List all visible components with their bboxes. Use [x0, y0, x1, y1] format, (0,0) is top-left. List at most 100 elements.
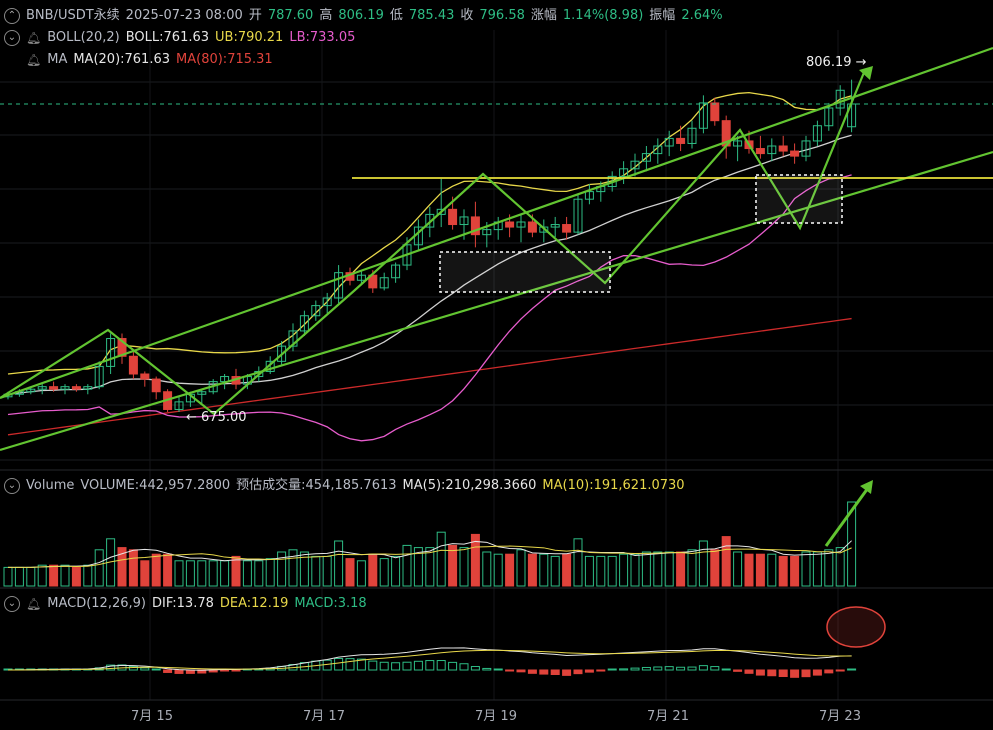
macd-histogram-bar: [413, 660, 423, 671]
volume-bar: [698, 540, 708, 587]
volume-bar: [470, 533, 480, 587]
volume-bar: [436, 531, 446, 587]
consolidation-box: [439, 251, 611, 293]
candle-body: [379, 277, 389, 289]
macd-histogram-bar: [391, 662, 401, 671]
macd-histogram-bar: [778, 669, 788, 678]
macd-histogram-bar: [527, 669, 537, 674]
expand-icon[interactable]: ⌃: [4, 8, 20, 24]
volume-bar: [801, 551, 811, 587]
volume-bar: [220, 560, 230, 587]
volume-ma10: MA(10):191,621.0730: [542, 478, 685, 493]
volume-bar: [185, 560, 195, 587]
candle-body: [630, 160, 640, 170]
candle-body: [698, 102, 708, 129]
lower-trend-line: [0, 150, 993, 452]
volume-bar: [379, 558, 389, 587]
macd-histogram-bar: [653, 666, 663, 671]
macd-histogram-bar: [676, 666, 686, 671]
macd-histogram-bar: [106, 664, 116, 671]
macd-histogram-bar: [516, 669, 526, 673]
volume-bar: [539, 553, 549, 587]
volume-bar: [49, 564, 59, 587]
volume-ma5: MA(5):210,298.3660: [402, 478, 537, 493]
volume-bar: [334, 540, 344, 587]
collapse-icon[interactable]: ⌄: [4, 30, 20, 46]
candle-body: [288, 330, 298, 347]
boll-ub: UB:790.21: [215, 30, 284, 45]
candle-body: [128, 355, 138, 375]
macd-dif: DIF:13.78: [151, 596, 214, 611]
symbol-label: BNB/USDT永续: [26, 8, 120, 23]
volume-bar: [391, 555, 401, 587]
volume-bar: [584, 555, 594, 587]
volume-bar: [14, 566, 24, 587]
candle-body: [710, 102, 720, 122]
candle-body: [482, 229, 492, 236]
volume-bar: [493, 553, 503, 587]
bell-icon[interactable]: 🔔︎: [26, 31, 42, 45]
volume-bar: [117, 547, 127, 587]
volume-bar: [630, 553, 640, 587]
boll-legend: ⌄ 🔔︎ BOLL(20,2) BOLL:761.63 UB:790.21 LB…: [4, 28, 361, 48]
macd-histogram-bar: [641, 666, 651, 671]
volume-bar: [26, 566, 36, 587]
collapse-icon[interactable]: ⌄: [4, 596, 20, 612]
macd-dea: DEA:12.19: [219, 596, 289, 611]
macd-histogram-bar: [596, 669, 606, 672]
boll-ub-line: [7, 91, 852, 375]
volume-bar: [790, 555, 800, 587]
collapse-icon[interactable]: ⌄: [4, 478, 20, 494]
candle-body: [653, 145, 663, 155]
volume-bar: [37, 564, 47, 587]
candle-body: [470, 216, 480, 236]
macd-histogram-bar: [356, 658, 366, 671]
volume-legend: ⌄ Volume VOLUME:442,957.2800 预估成交量:454,1…: [4, 476, 691, 496]
volume-value: VOLUME:442,957.2800: [80, 478, 231, 493]
volume-bar: [812, 551, 822, 587]
up-arrow-icon: [860, 480, 873, 494]
volume-bar: [459, 547, 469, 587]
volume-estimate: 预估成交量:454,185.7613: [236, 478, 397, 493]
candle-body: [527, 221, 537, 233]
volume-bar: [824, 549, 834, 587]
macd-histogram-bar: [220, 669, 230, 672]
open-label: 开: [248, 8, 262, 23]
close-value: 796.58: [479, 8, 525, 23]
candle-body: [641, 153, 651, 162]
bell-icon[interactable]: 🔔︎: [26, 53, 42, 67]
candle-body: [71, 386, 81, 390]
macd-histogram-bar: [824, 669, 834, 674]
macd-histogram-bar: [448, 661, 458, 671]
volume-bar: [721, 536, 731, 587]
volume-arrow-line: [824, 487, 870, 547]
open-value: 787.60: [267, 8, 314, 23]
volume-label: Volume: [26, 478, 75, 493]
macd-histogram-bar: [710, 666, 720, 671]
ma20-value: MA(20):761.63: [73, 52, 171, 67]
macd-histogram-bar: [550, 669, 560, 675]
bell-icon[interactable]: 🔔︎: [26, 597, 42, 611]
macd-histogram-bar: [801, 669, 811, 678]
volume-bar: [128, 549, 138, 587]
macd-histogram-bar: [151, 668, 161, 671]
volume-bar: [664, 551, 674, 587]
ma80-value: MA(80):715.31: [176, 52, 273, 67]
volume-bar: [231, 555, 241, 587]
macd-histogram-bar: [163, 669, 173, 673]
volume-bar: [425, 547, 435, 587]
macd-histogram-bar: [812, 669, 822, 676]
macd-histogram-bar: [698, 665, 708, 671]
volume-bar: [733, 551, 743, 587]
volume-bar: [163, 553, 173, 587]
volume-bar: [676, 551, 686, 587]
volume-bar: [322, 555, 332, 587]
macd-highlight-circle: [826, 606, 886, 648]
volume-bar: [710, 549, 720, 587]
candle-body: [619, 168, 629, 177]
volume-bar: [174, 560, 184, 587]
macd-histogram-bar: [733, 669, 743, 672]
volume-ma5-line: [8, 540, 852, 568]
volume-bar: [505, 553, 515, 587]
